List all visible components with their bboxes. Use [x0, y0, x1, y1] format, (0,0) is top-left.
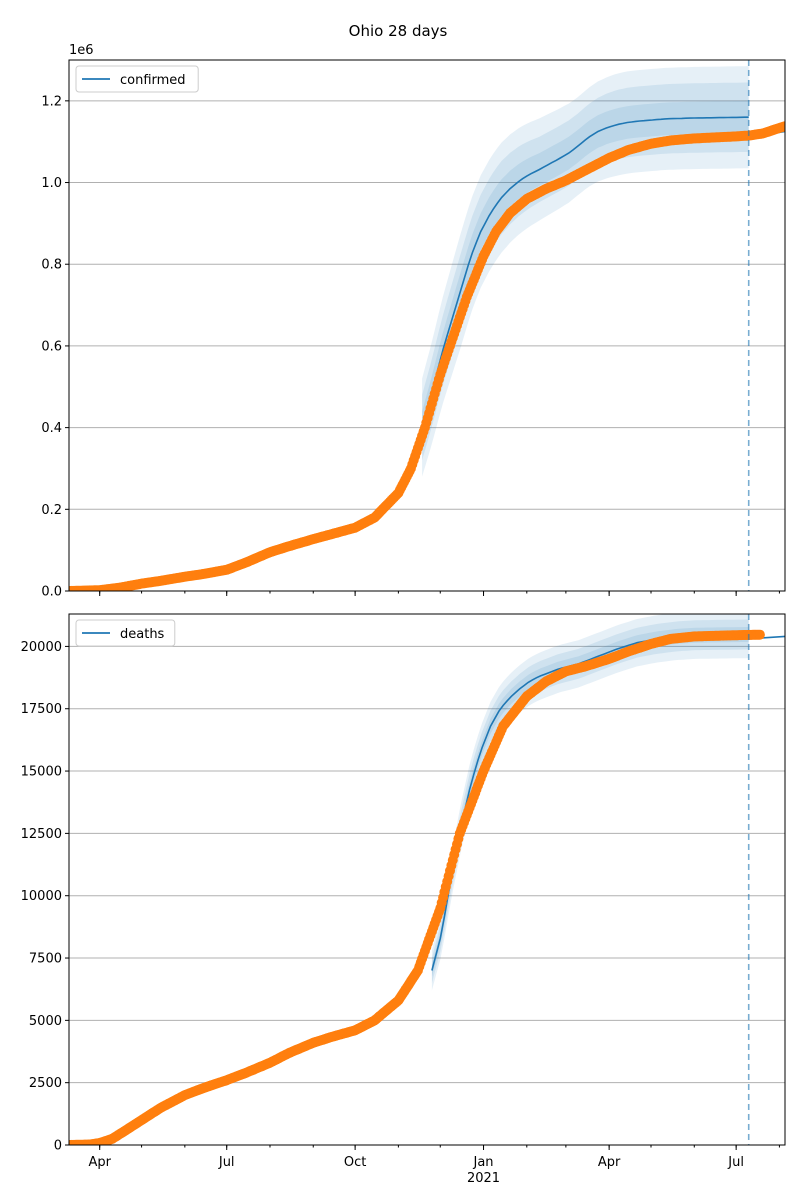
uncertainty-band-1 [422, 66, 749, 477]
y-tick-label: 1.0 [41, 176, 62, 191]
legend-box [75, 619, 176, 647]
y-tick-label: 0.6 [41, 339, 62, 354]
y-offset-label: 1e6 [69, 43, 94, 58]
y-tick-label: 15000 [21, 765, 62, 780]
legend: deaths [75, 619, 176, 647]
y-tick-label: 5000 [29, 1014, 62, 1029]
legend-box [75, 65, 199, 93]
legend-label: confirmed [120, 73, 186, 88]
axes-frame [68, 613, 786, 1146]
y-tick-label: 2500 [29, 1076, 62, 1091]
observed-series [69, 121, 785, 591]
uncertainty-band-2 [431, 619, 749, 983]
model-series-line [421, 116, 749, 428]
y-tick-label: 0.8 [41, 258, 62, 273]
uncertainty-band-3 [422, 100, 749, 445]
legend-label: deaths [120, 627, 165, 642]
confirmed-panel: 0.0 0.2 0.4 0.6 0.8 1.0 1.2 1e6 confirmed [41, 43, 786, 600]
uncertainty-band-1 [431, 614, 749, 991]
legend: confirmed [75, 65, 199, 93]
plot-area [69, 614, 785, 1145]
y-tick-label: 17500 [21, 702, 62, 717]
observed-point [780, 121, 785, 132]
y-tick-label: 0 [54, 1139, 62, 1154]
y-tick-label: 0.4 [41, 421, 62, 436]
x-tick-label: Jul [218, 1155, 235, 1170]
y-tick-label: 10000 [21, 889, 62, 904]
y-tick-label: 0.0 [41, 585, 62, 600]
y-tick-label: 7500 [29, 952, 62, 967]
y-tick-label: 20000 [21, 640, 62, 655]
observed-point [754, 629, 765, 640]
axes-frame [68, 59, 786, 592]
x-tick-label: Jul [727, 1155, 744, 1170]
plot-area [69, 66, 785, 591]
y-tick-label: 0.2 [41, 503, 62, 518]
model-series-line [431, 633, 749, 971]
observed-series [69, 629, 765, 1145]
x-tick-label: Jan [473, 1155, 494, 1170]
x-tick-label: Oct [344, 1155, 366, 1170]
x-tick-label: Apr [88, 1155, 111, 1170]
deaths-panel: 0 2500 5000 7500 10000 12500 15000 17500 20000 Ap… [21, 613, 786, 1186]
uncertainty-band-2 [422, 82, 749, 461]
y-tick-label: 1.2 [41, 94, 62, 109]
figure-title: Ohio 28 days [349, 22, 448, 40]
x-tick-label: Apr [598, 1155, 621, 1170]
y-tick-label: 12500 [21, 827, 62, 842]
x-year-label: 2021 [467, 1171, 500, 1186]
